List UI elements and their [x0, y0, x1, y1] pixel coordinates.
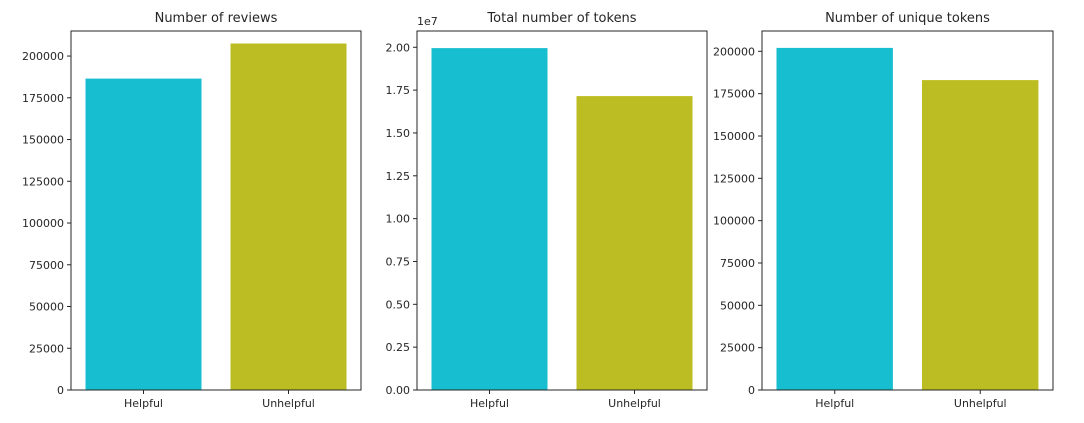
x-tick-label: Helpful	[124, 397, 163, 410]
y-tick-label: 25000	[29, 342, 64, 355]
bar-helpful	[776, 47, 893, 391]
y-tick-label: 125000	[713, 172, 755, 185]
y-tick-label: 1.75	[386, 84, 411, 97]
y-tick-label: 1.00	[386, 213, 411, 226]
bar-helpful	[431, 48, 548, 390]
y-tick-label: 50000	[29, 301, 64, 314]
y-tick-label: 25000	[720, 342, 755, 355]
y-tick-label: 0.75	[386, 255, 411, 268]
y-tick-label: 175000	[713, 88, 755, 101]
y-tick-label: 75000	[720, 257, 755, 270]
chart-title: Number of reviews	[155, 11, 278, 26]
y-tick-label: 0.25	[386, 341, 411, 354]
y-tick-label: 0.50	[386, 298, 411, 311]
axes-frame	[761, 30, 1054, 391]
y-tick-label: 1.25	[386, 170, 411, 183]
y-tick-label: 0.00	[386, 384, 411, 397]
y-tick-label: 200000	[22, 50, 64, 63]
y-tick-label: 150000	[713, 130, 755, 143]
bar-unhelpful	[230, 43, 347, 390]
y-tick-label: 1.50	[386, 127, 411, 140]
y-tick-label: 175000	[22, 92, 64, 105]
y-tick-label: 2.00	[386, 41, 411, 54]
x-tick-label: Helpful	[815, 397, 854, 410]
y-tick-label: 200000	[713, 45, 755, 58]
bar-unhelpful	[576, 96, 693, 390]
y-tick-label: 75000	[29, 259, 64, 272]
bar-helpful	[85, 78, 202, 390]
axes-frame	[70, 30, 362, 391]
y-tick-label: 125000	[22, 175, 64, 188]
axis-offset-label: 1e7	[417, 15, 438, 28]
y-tick-label: 100000	[22, 217, 64, 230]
y-tick-label: 50000	[720, 299, 755, 312]
x-tick-label: Unhelpful	[954, 397, 1007, 410]
x-tick-label: Unhelpful	[262, 397, 315, 410]
y-tick-label: 100000	[713, 215, 755, 228]
x-tick-label: Helpful	[470, 397, 509, 410]
chart-panel-1: Helpful Unhelpful 0 25000 50000 75000 100000 12…	[22, 11, 362, 410]
y-tick-label: 0	[57, 384, 64, 397]
bar-unhelpful	[922, 80, 1039, 390]
chart-panel-2: Helpful Unhelpful 0.00 0.25 0.50 0.75 1.00 1.25…	[386, 11, 708, 410]
chart-title: Number of unique tokens	[825, 11, 990, 26]
chart-title: Total number of tokens	[486, 11, 636, 26]
x-tick-label: Unhelpful	[608, 397, 661, 410]
axes-frame	[416, 30, 708, 391]
y-tick-label: 0	[748, 384, 755, 397]
chart-panel-3: Helpful Unhelpful 0 25000 50000 75000 100000 12…	[713, 11, 1054, 410]
y-tick-label: 150000	[22, 134, 64, 147]
